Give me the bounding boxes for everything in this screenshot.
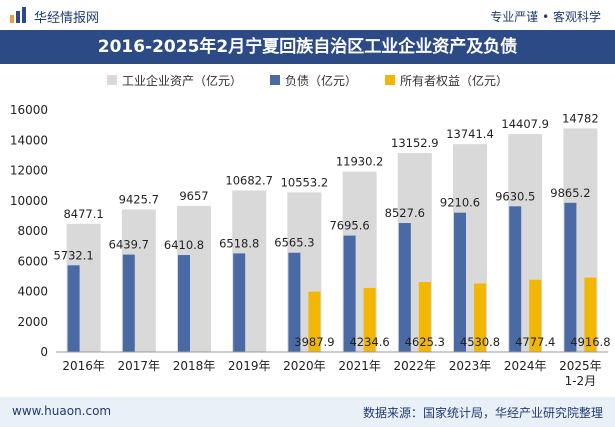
chart-title: 2016-2025年2月宁夏回族自治区工业企业资产及负债 [97, 37, 518, 57]
bar-liabilities [288, 252, 301, 352]
y-tick-label: 2000 [17, 315, 48, 329]
bar-equity [584, 277, 597, 352]
legend-item-assets: 工业企业资产（亿元） [106, 70, 242, 90]
label-liabilities: 9630.5 [495, 189, 535, 203]
bar-liabilities [233, 253, 246, 352]
label-liabilities: 8527.6 [385, 206, 425, 220]
bar-equity [529, 279, 542, 352]
x-tick-label: 2016年 [62, 359, 105, 373]
bar-liabilities [343, 235, 356, 352]
bar-chart: 0 2000 4000 6000 8000 10000 12000 14000 16000 847… [10, 103, 611, 388]
label-liabilities: 6410.8 [164, 238, 204, 252]
y-tick-label: 10000 [10, 194, 48, 208]
bar-equity [308, 291, 321, 352]
legend-item-equity: 所有者权益（亿元） [385, 70, 508, 90]
top-bar: 华经情报网 专业严谨 • 客观科学 [0, 0, 615, 30]
slogan: 专业严谨 • 客观科学 [490, 10, 601, 24]
label-equity: 4916.8 [570, 335, 610, 349]
footer: www.huaon.com 数据来源：国家统计局，华经产业研究院整理 [0, 397, 615, 427]
label-liabilities: 9210.6 [440, 196, 480, 210]
label-assets: 10553.2 [281, 175, 329, 189]
title-bar: 2016-2025年2月宁夏回族自治区工业企业资产及负债 [0, 30, 615, 64]
label-liabilities: 9865.2 [550, 186, 590, 200]
label-liabilities: 6518.8 [219, 236, 259, 250]
x-tick-label: 2017年 [118, 359, 161, 373]
bar-liabilities [564, 202, 577, 352]
bar-liabilities [178, 255, 190, 352]
x-tick-label: 2021年 [338, 359, 381, 373]
bar-liabilities [454, 212, 466, 352]
footer-source: 数据来源：国家统计局，华经产业研究院整理 [362, 406, 603, 420]
y-tick-label: 0 [40, 345, 48, 359]
y-tick-label: 12000 [10, 164, 48, 178]
label-assets: 9425.7 [119, 192, 159, 206]
label-equity: 4777.4 [515, 335, 555, 349]
bar-liabilities [398, 223, 411, 352]
legend-item-liabilities: 负债（亿元） [269, 70, 357, 90]
x-tick-label: 2025年 [559, 359, 602, 373]
label-assets: 14407.9 [501, 117, 549, 131]
label-assets: 11930.2 [336, 155, 384, 169]
x-tick-label: 2018年 [173, 359, 216, 373]
x-tick-label: 2019年 [228, 359, 271, 373]
label-equity: 4625.3 [405, 335, 445, 349]
legend-label-assets: 工业企业资产（亿元） [121, 73, 242, 88]
legend: 工业企业资产（亿元） 负债（亿元） 所有者权益（亿元） [0, 70, 615, 90]
label-equity: 4530.8 [460, 335, 500, 349]
label-assets: 14782 [562, 111, 599, 125]
label-equity: 4234.6 [349, 335, 389, 349]
label-equity: 3987.9 [294, 335, 334, 349]
bar-equity [418, 282, 431, 352]
legend-swatch-equity [385, 75, 395, 85]
x-tick-label: 2020年 [283, 359, 326, 373]
bar-liabilities [509, 206, 522, 352]
legend-label-liabilities: 负债（亿元） [284, 73, 357, 88]
legend-swatch-liabilities [269, 75, 280, 85]
label-liabilities: 6439.7 [109, 238, 149, 252]
y-tick-label: 8000 [17, 224, 48, 238]
x-tick-label: 2022年 [394, 359, 437, 373]
logo-icon [10, 7, 26, 23]
legend-swatch-assets [106, 75, 117, 85]
footer-url: www.huaon.com [12, 404, 112, 418]
y-tick-label: 4000 [17, 285, 48, 299]
y-tick-label: 6000 [17, 254, 48, 268]
label-assets: 9657 [179, 189, 208, 203]
y-tick-label: 14000 [10, 133, 48, 147]
label-assets: 13741.4 [446, 127, 494, 141]
bar-liabilities [122, 254, 135, 352]
label-liabilities: 6565.3 [274, 236, 314, 250]
label-liabilities: 7695.6 [329, 219, 369, 233]
x-tick-label: 2023年 [449, 359, 492, 373]
bar-equity [363, 287, 376, 352]
label-liabilities: 5732.1 [53, 248, 93, 262]
y-tick-label: 16000 [10, 103, 48, 117]
label-assets: 8477.1 [63, 207, 103, 221]
bar-liabilities [67, 265, 80, 352]
legend-label-equity: 所有者权益（亿元） [400, 73, 509, 88]
site-name: 华经情报网 [34, 11, 100, 26]
x-tick-label: 2024年 [504, 359, 547, 373]
x-tick-label: 1-2月 [565, 374, 597, 388]
bar-equity [474, 283, 486, 352]
label-assets: 10682.7 [225, 173, 273, 187]
label-assets: 13152.9 [391, 136, 439, 150]
